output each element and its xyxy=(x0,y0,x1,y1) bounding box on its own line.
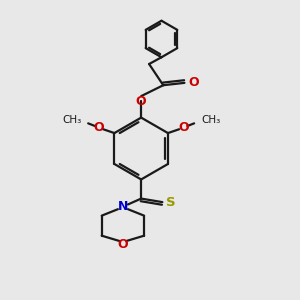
Text: CH₃: CH₃ xyxy=(62,116,81,125)
Text: S: S xyxy=(166,196,175,208)
Text: N: N xyxy=(118,200,128,213)
Text: CH₃: CH₃ xyxy=(201,116,220,125)
Text: O: O xyxy=(94,121,104,134)
Text: O: O xyxy=(178,121,189,134)
Text: O: O xyxy=(118,238,128,251)
Text: O: O xyxy=(188,76,199,89)
Text: O: O xyxy=(136,95,146,108)
